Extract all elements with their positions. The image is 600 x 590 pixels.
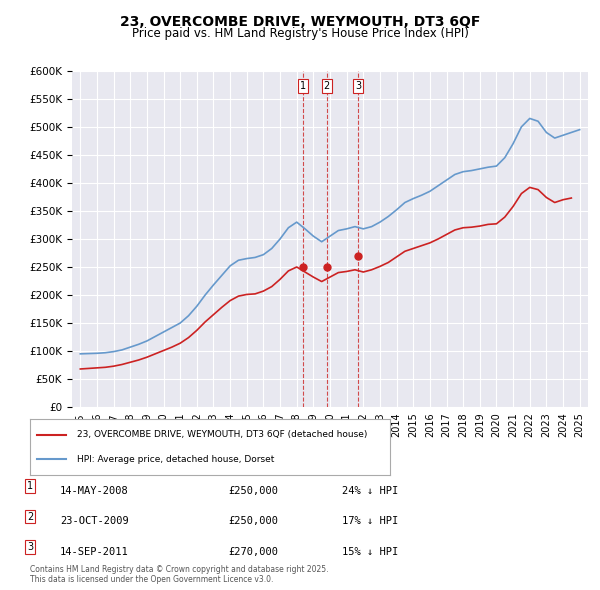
Text: 23, OVERCOMBE DRIVE, WEYMOUTH, DT3 6QF (detached house): 23, OVERCOMBE DRIVE, WEYMOUTH, DT3 6QF (…: [77, 430, 367, 439]
Text: 3: 3: [355, 81, 362, 91]
Text: £250,000: £250,000: [228, 516, 278, 526]
Text: 23-OCT-2009: 23-OCT-2009: [60, 516, 129, 526]
Text: £250,000: £250,000: [228, 486, 278, 496]
Text: HPI: Average price, detached house, Dorset: HPI: Average price, detached house, Dors…: [77, 455, 274, 464]
Text: 24% ↓ HPI: 24% ↓ HPI: [342, 486, 398, 496]
Text: 15% ↓ HPI: 15% ↓ HPI: [342, 547, 398, 557]
Text: 23, OVERCOMBE DRIVE, WEYMOUTH, DT3 6QF: 23, OVERCOMBE DRIVE, WEYMOUTH, DT3 6QF: [120, 15, 480, 29]
Text: 14-SEP-2011: 14-SEP-2011: [60, 547, 129, 557]
Text: 17% ↓ HPI: 17% ↓ HPI: [342, 516, 398, 526]
Text: 1: 1: [300, 81, 306, 91]
Text: 1: 1: [27, 481, 33, 491]
Text: Price paid vs. HM Land Registry's House Price Index (HPI): Price paid vs. HM Land Registry's House …: [131, 27, 469, 40]
Text: 14-MAY-2008: 14-MAY-2008: [60, 486, 129, 496]
Text: 3: 3: [27, 542, 33, 552]
Text: 2: 2: [27, 512, 33, 522]
Text: £270,000: £270,000: [228, 547, 278, 557]
Text: 2: 2: [324, 81, 330, 91]
Text: Contains HM Land Registry data © Crown copyright and database right 2025.
This d: Contains HM Land Registry data © Crown c…: [30, 565, 329, 584]
